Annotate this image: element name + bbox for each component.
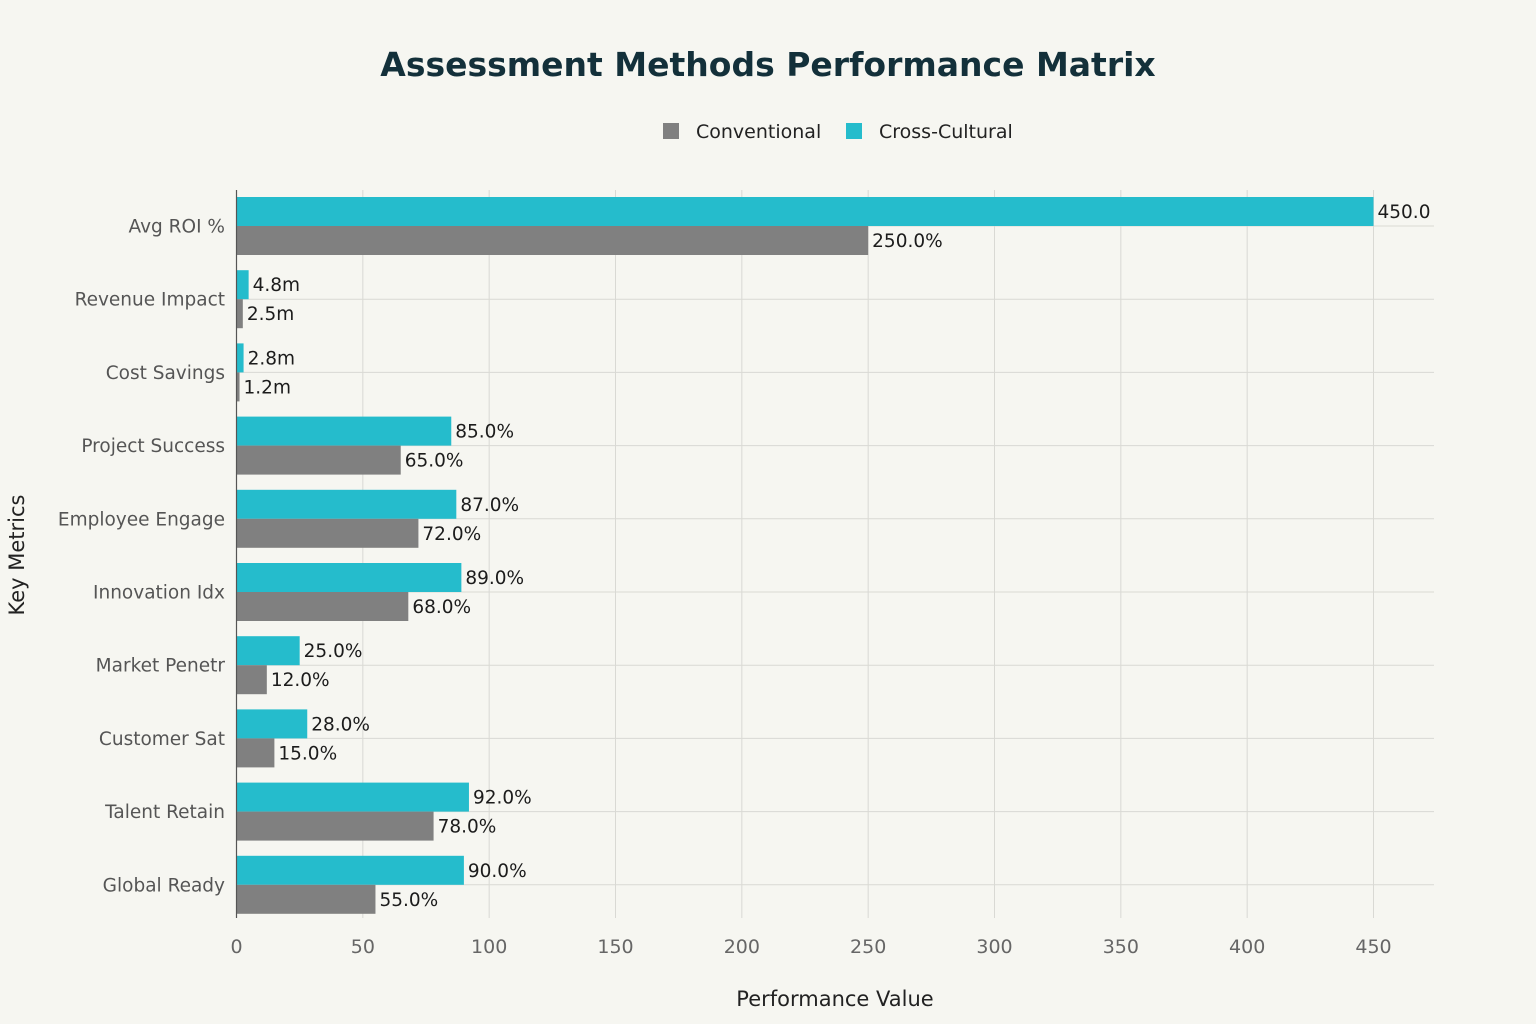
chart-title: Assessment Methods Performance Matrix [380, 45, 1155, 84]
legend-swatch-conventional [663, 123, 679, 139]
category-label-customer-sat: Customer Sat [99, 729, 225, 750]
bars [236, 197, 1374, 914]
value-label-conventional-revenue-impact: 2.5m [247, 304, 294, 325]
x-tick-label: 150 [597, 936, 633, 958]
x-tick-label: 0 [230, 936, 242, 958]
value-label-conventional-talent-retain: 78.0% [438, 817, 497, 838]
category-label-market-penetr: Market Penetr [96, 656, 226, 677]
category-labels: Avg ROI % Revenue Impact Cost Savings Proje… [58, 217, 226, 897]
bar-conventional-market-penetr [236, 665, 267, 695]
value-label-conventional-customer-sat: 15.0% [278, 743, 337, 764]
bar-cross-cultural-avg-roi [236, 197, 1374, 226]
x-tick-labels: 0 50 100 150 200 250 300 350 400 450 [230, 936, 1391, 958]
category-label-avg-roi: Avg ROI % [129, 217, 225, 238]
x-tick-label: 400 [1229, 936, 1265, 958]
category-label-cost-savings: Cost Savings [106, 363, 225, 384]
category-label-talent-retain: Talent Retain [104, 802, 225, 823]
value-label-cross-cultural-project-success: 85.0% [455, 422, 514, 443]
value-label-cross-cultural-customer-sat: 28.0% [311, 714, 370, 735]
value-label-cross-cultural-talent-retain: 92.0% [473, 788, 532, 809]
bar-conventional-global-ready [236, 884, 376, 914]
x-tick-label: 100 [471, 936, 507, 958]
legend: Conventional Cross-Cultural [663, 121, 1013, 143]
bar-conventional-talent-retain [236, 811, 434, 841]
value-labels: 450.0 250.0% 4.8m 2.5m 2.8m 1.2m 85.0% 65.0% 87.… [244, 202, 1431, 911]
bar-cross-cultural-global-ready [236, 855, 464, 885]
value-label-cross-cultural-cost-savings: 2.8m [248, 348, 295, 369]
x-tick-label: 200 [724, 936, 760, 958]
value-label-conventional-employee-engage: 72.0% [422, 524, 481, 545]
value-label-cross-cultural-avg-roi: 450.0 [1378, 202, 1431, 223]
bar-cross-cultural-customer-sat [236, 709, 308, 739]
value-label-cross-cultural-innovation-idx: 89.0% [465, 568, 524, 589]
bar-cross-cultural-innovation-idx [236, 563, 462, 592]
bar-conventional-innovation-idx [236, 592, 409, 621]
x-axis-title: Performance Value [736, 987, 933, 1011]
y-axis-title: Key Metrics [5, 495, 29, 616]
bar-cross-cultural-talent-retain [236, 782, 469, 812]
x-tick-label: 300 [976, 936, 1012, 958]
category-label-global-ready: Global Ready [103, 875, 225, 896]
gridlines [236, 190, 1434, 918]
bar-conventional-project-success [236, 445, 401, 475]
bar-cross-cultural-project-success [236, 416, 452, 446]
value-label-conventional-project-success: 65.0% [405, 451, 464, 472]
legend-swatch-cross-cultural [846, 123, 862, 139]
x-tick-label: 450 [1355, 936, 1391, 958]
value-label-cross-cultural-market-penetr: 25.0% [304, 641, 363, 662]
x-tick-label: 350 [1103, 936, 1139, 958]
category-label-project-success: Project Success [81, 436, 225, 457]
value-label-cross-cultural-global-ready: 90.0% [468, 861, 527, 882]
legend-label-conventional: Conventional [696, 121, 821, 143]
x-tick-label: 250 [850, 936, 886, 958]
legend-label-cross-cultural: Cross-Cultural [879, 121, 1013, 143]
category-label-innovation-idx: Innovation Idx [93, 583, 225, 604]
bar-conventional-revenue-impact [236, 299, 243, 329]
category-label-revenue-impact: Revenue Impact [75, 290, 225, 311]
bar-cross-cultural-market-penetr [236, 636, 300, 666]
value-label-conventional-avg-roi: 250.0% [872, 231, 943, 252]
value-label-conventional-innovation-idx: 68.0% [412, 597, 471, 618]
bar-conventional-cost-savings [236, 372, 240, 402]
bar-cross-cultural-revenue-impact [236, 270, 249, 300]
bar-conventional-avg-roi [236, 226, 869, 255]
bar-cross-cultural-cost-savings [236, 343, 244, 373]
bar-conventional-employee-engage [236, 518, 419, 548]
value-label-cross-cultural-employee-engage: 87.0% [460, 495, 519, 516]
value-label-cross-cultural-revenue-impact: 4.8m [253, 275, 300, 296]
value-label-conventional-cost-savings: 1.2m [244, 377, 291, 398]
bar-conventional-customer-sat [236, 738, 275, 768]
bar-cross-cultural-employee-engage [236, 489, 457, 519]
value-label-conventional-global-ready: 55.0% [379, 890, 438, 911]
value-label-conventional-market-penetr: 12.0% [271, 670, 330, 691]
category-label-employee-engage: Employee Engage [58, 509, 225, 530]
x-tick-label: 50 [351, 936, 375, 958]
